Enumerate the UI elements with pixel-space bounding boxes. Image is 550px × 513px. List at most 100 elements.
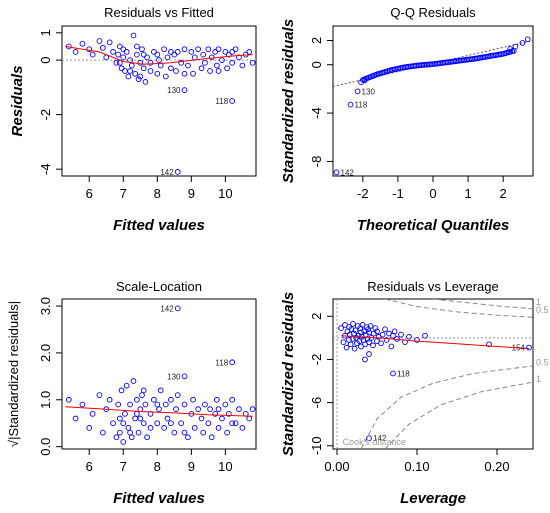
rvl-point — [338, 325, 344, 331]
cooks-level-label: 0.5 — [536, 305, 549, 315]
sl-plot-area — [65, 305, 256, 445]
cooks-distance-curve — [360, 365, 533, 449]
sl-point — [120, 439, 127, 445]
rvl-point — [352, 327, 359, 334]
rvf-point — [207, 68, 213, 74]
sl-point — [198, 415, 205, 422]
sl-xtick-label: 7 — [120, 459, 127, 474]
sl-point — [79, 401, 86, 408]
sl-xlabel: Fitted values — [113, 490, 205, 507]
cooks-distance-curve — [432, 299, 533, 310]
rvf-plot-area — [62, 32, 256, 175]
sl-xtick-label: 9 — [188, 459, 195, 474]
rvl-point — [340, 339, 347, 346]
rvl-outlier-label: 118 — [397, 369, 410, 378]
rvf-frame — [61, 25, 257, 177]
rvf-point — [185, 62, 191, 69]
rvl-point — [388, 343, 395, 350]
rvf-point — [89, 51, 96, 58]
sl-ytick-label: 0.0 — [38, 438, 53, 456]
rvf-point — [164, 54, 171, 61]
sl-smooth-line — [65, 406, 253, 417]
rvf-point — [99, 44, 106, 51]
sl-point — [207, 406, 213, 413]
sl-point — [154, 420, 161, 427]
rvf-title: Residuals vs Fitted — [104, 5, 214, 20]
sl-point — [229, 396, 236, 403]
rvf-ytick-label: -2 — [38, 109, 53, 121]
sl-point — [161, 425, 167, 431]
sl-point — [110, 420, 116, 427]
sl-outlier-label: 142 — [160, 304, 174, 313]
rvf-point — [106, 39, 113, 46]
sl-point — [106, 396, 113, 403]
rvl-point — [398, 331, 404, 338]
rvf-point — [188, 49, 195, 55]
sl-ytick-label: 1.0 — [38, 391, 53, 409]
rvl-xtick-label: 0.10 — [404, 459, 429, 474]
sl-point — [151, 396, 157, 403]
rvf-point — [215, 46, 222, 53]
rvl-point — [350, 320, 356, 327]
rvf-point — [154, 70, 161, 77]
rvf-point — [140, 65, 147, 72]
qq-xtick-label: 0 — [429, 186, 436, 201]
rvf-point — [246, 49, 253, 55]
rvl-ytick-label: 2 — [309, 313, 324, 320]
rvf-point — [115, 51, 122, 58]
cooks-distance-curve — [384, 299, 533, 318]
rvf-point — [110, 49, 116, 55]
rvl-point — [370, 342, 376, 349]
qq-outlier-point — [347, 101, 354, 108]
rvf-point — [137, 73, 144, 80]
rvl-xtick-label: 0.00 — [324, 459, 349, 474]
sl-point — [89, 410, 96, 417]
rvl-point — [486, 341, 492, 348]
rvl-point — [383, 337, 390, 343]
rvf-point — [205, 46, 212, 53]
sl-point — [246, 415, 253, 422]
qq-outlier-point — [333, 169, 340, 176]
sl-point — [212, 410, 219, 417]
rvl-ytick-label: -2 — [309, 354, 324, 366]
rvl-point — [422, 332, 428, 339]
sl-point — [164, 415, 171, 422]
rvf-point — [132, 70, 139, 77]
sl-point — [125, 425, 132, 431]
sl-xtick-label: 6 — [86, 459, 93, 474]
sl-point — [232, 420, 239, 427]
qq-xlabel: Theoretical Quantiles — [357, 217, 510, 234]
rvl-point — [374, 328, 380, 335]
rvf-point — [168, 65, 174, 72]
qq-panel: Q-Q Residuals -2 -1 0 1 2 2 0 -4 -8 Theoretical Qu… — [280, 5, 534, 234]
sl-point — [202, 401, 208, 408]
sl-point — [173, 406, 179, 413]
sl-outlier-label: 118 — [215, 358, 228, 367]
qq-point — [512, 43, 519, 50]
rvl-ytick-label: -10 — [309, 436, 324, 455]
sl-point — [156, 406, 162, 413]
rvf-point — [140, 51, 147, 58]
rvf-point — [134, 43, 140, 50]
rvf-point — [236, 54, 242, 61]
sl-point — [185, 434, 191, 441]
rvl-frame — [332, 298, 534, 450]
sl-point — [127, 429, 133, 436]
rvf-point — [232, 46, 239, 53]
qq-point — [519, 40, 526, 46]
cooks-level-label: 1 — [536, 297, 541, 307]
rvf-xtick-label: 10 — [218, 186, 232, 201]
sl-point — [168, 420, 174, 427]
sl-point — [162, 401, 169, 408]
rvf-point — [174, 49, 181, 55]
sl-point — [120, 420, 127, 427]
rvf-point — [162, 73, 169, 80]
rvf-point — [168, 49, 174, 55]
sl-point — [174, 392, 181, 398]
sl-point — [140, 387, 147, 394]
rvf-ytick-label: -4 — [38, 163, 53, 175]
qq-outlier-label: 142 — [341, 168, 355, 177]
rvl-point — [364, 336, 371, 342]
rvf-point — [147, 59, 154, 66]
rvf-ytick-label: 0 — [38, 56, 53, 63]
